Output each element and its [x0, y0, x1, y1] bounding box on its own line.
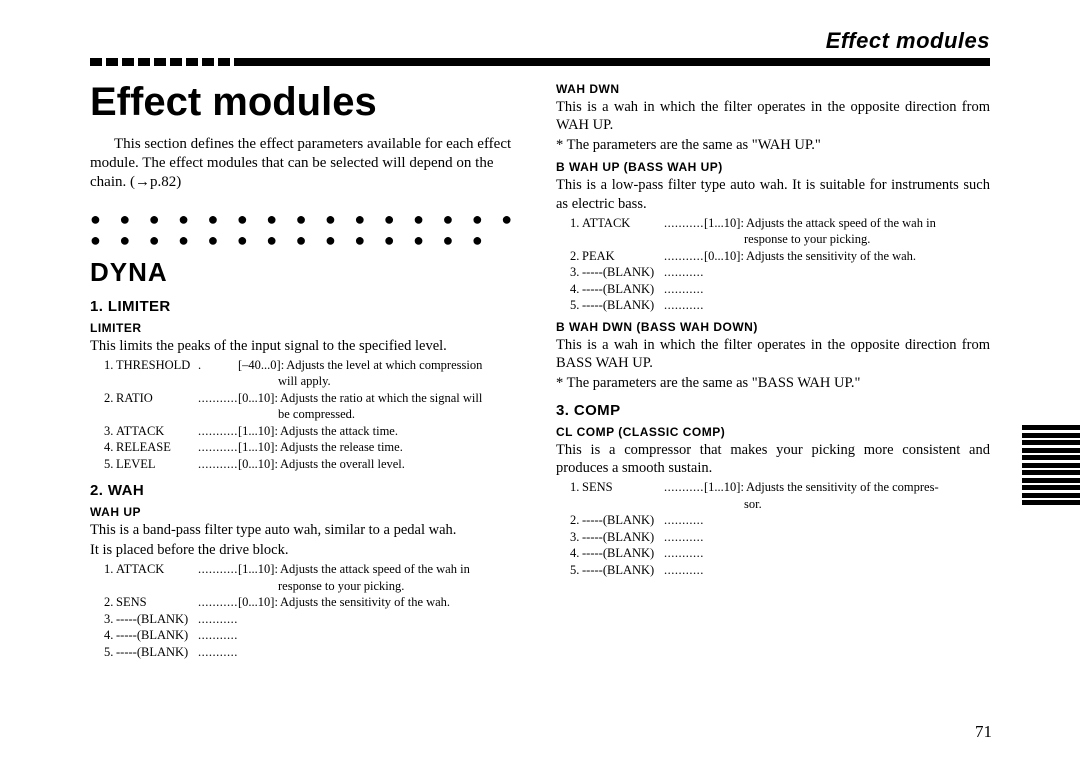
page: Effect modules Effect modules This secti…: [0, 0, 1080, 762]
param-row: 2.SENS....................[0...10]: Adju…: [104, 594, 524, 611]
wahdwn-note: * The parameters are the same as "WAH UP…: [566, 136, 990, 154]
param-row: 1.THRESHOLD.[–40...0]: Adjusts the level…: [104, 357, 524, 374]
param-continuation: be compressed.: [278, 406, 524, 423]
bwahdwn-desc: This is a wah in which the filter operat…: [556, 336, 990, 372]
page-title: Effect modules: [90, 80, 524, 125]
label-bwah-up: B WAH UP (BASS WAH UP): [556, 160, 990, 174]
section-dyna: DYNA: [90, 257, 524, 288]
left-column: Effect modules This section defines the …: [90, 78, 524, 662]
param-row: 3.ATTACK............[1...10]: Adjusts th…: [104, 423, 524, 440]
clcomp-desc: This is a compressor that makes your pic…: [556, 441, 990, 477]
param-row: 4.-----(BLANK)...................: [104, 627, 524, 644]
label-wah-dwn: WAH DWN: [556, 82, 990, 96]
limiter-description: This limits the peaks of the input signa…: [90, 337, 524, 355]
param-row: 4.-----(BLANK)...................: [570, 545, 990, 562]
param-continuation: response to your picking.: [278, 578, 524, 595]
param-row: 1.SENS....................[1...10]: Adju…: [570, 479, 990, 496]
intro-paragraph: This section defines the effect paramete…: [90, 135, 524, 193]
page-number: 71: [975, 722, 992, 742]
bwahdwn-note: * The parameters are the same as "BASS W…: [566, 374, 990, 392]
param-row: 3.-----(BLANK)...................: [104, 611, 524, 628]
subsection-wah: 2. WAH: [90, 482, 524, 499]
param-row: 1.ATTACK............[1...10]: Adjusts th…: [104, 561, 524, 578]
right-column: WAH DWN This is a wah in which the filte…: [556, 78, 990, 662]
param-row: 4.RELEASE...........[1...10]: Adjusts th…: [104, 439, 524, 456]
wahup-desc1: This is a band-pass filter type auto wah…: [90, 521, 524, 539]
param-continuation: sor.: [744, 496, 990, 513]
param-continuation: response to your picking.: [744, 231, 990, 248]
bwahup-desc: This is a low-pass filter type auto wah.…: [556, 176, 990, 212]
wahup-desc2: It is placed before the drive block.: [90, 541, 524, 559]
param-row: 5.LEVEL.................[0...10]: Adjust…: [104, 456, 524, 473]
label-wah-up: WAH UP: [90, 505, 524, 519]
param-row: 5.-----(BLANK)...................: [570, 297, 990, 314]
clcomp-params: 1.SENS....................[1...10]: Adju…: [570, 479, 990, 578]
param-row: 1.ATTACK............[1...10]: Adjusts th…: [570, 215, 990, 232]
param-row: 2.-----(BLANK)...................: [570, 512, 990, 529]
thumb-index-tabs: [1022, 425, 1080, 508]
param-row: 2.PEAK...................[0...10]: Adjus…: [570, 248, 990, 265]
header-rule: [90, 58, 990, 66]
wahup-params: 1.ATTACK............[1...10]: Adjusts th…: [104, 561, 524, 660]
running-header: Effect modules: [90, 28, 990, 54]
param-row: 5.-----(BLANK)...................: [570, 562, 990, 579]
limiter-params: 1.THRESHOLD.[–40...0]: Adjusts the level…: [104, 357, 524, 473]
label-bwah-dwn: B WAH DWN (BASS WAH DOWN): [556, 320, 990, 334]
bwahup-params: 1.ATTACK............[1...10]: Adjusts th…: [570, 215, 990, 314]
param-continuation: will apply.: [278, 373, 524, 390]
two-column-layout: Effect modules This section defines the …: [90, 78, 990, 662]
dotted-rule: ● ● ● ● ● ● ● ● ● ● ● ● ● ● ● ● ● ● ● ● …: [90, 209, 524, 251]
label-limiter: LIMITER: [90, 321, 524, 335]
subsection-comp: 3. COMP: [556, 402, 990, 419]
param-row: 4.-----(BLANK)...................: [570, 281, 990, 298]
wahdwn-desc: This is a wah in which the filter operat…: [556, 98, 990, 134]
param-row: 5.-----(BLANK)...................: [104, 644, 524, 661]
label-cl-comp: CL COMP (CLASSIC COMP): [556, 425, 990, 439]
subsection-limiter: 1. LIMITER: [90, 298, 524, 315]
param-row: 3.-----(BLANK)...................: [570, 264, 990, 281]
param-row: 2.RATIO.................[0...10]: Adjust…: [104, 390, 524, 407]
param-row: 3.-----(BLANK)...................: [570, 529, 990, 546]
